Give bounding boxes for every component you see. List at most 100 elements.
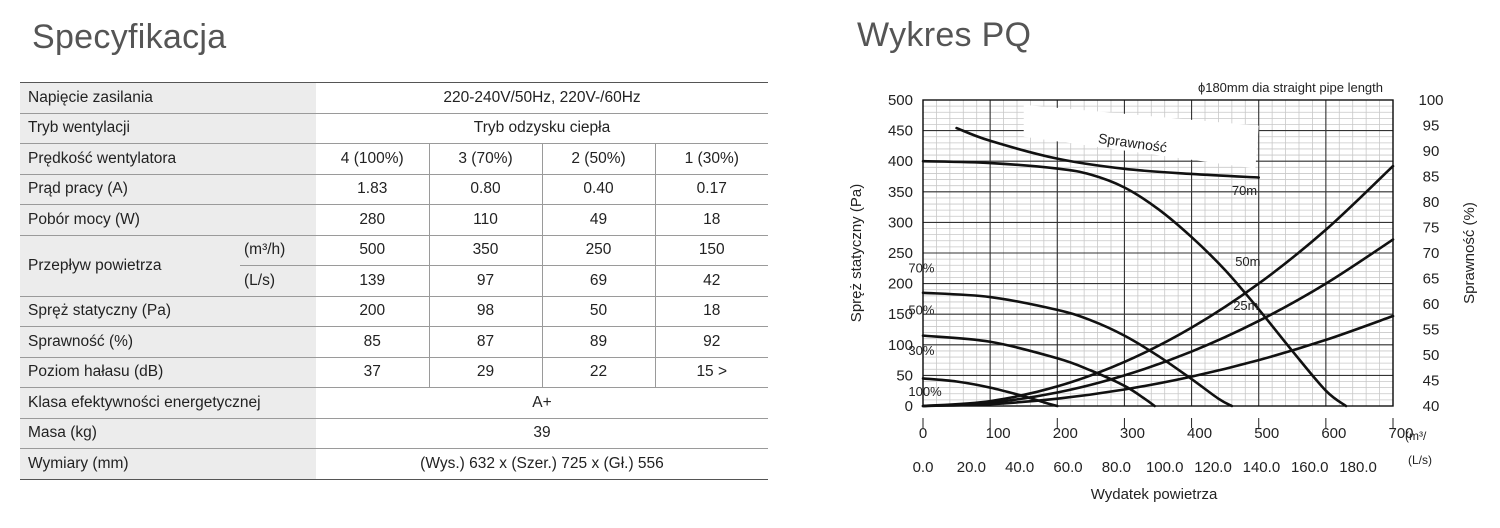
spec-value: (Wys.) 632 x (Szer.) 725 x (Gł.) 556 [316, 448, 768, 480]
spec-value: 49 [541, 204, 655, 236]
spec-value: 97 [428, 265, 542, 297]
series-line-50m [921, 238, 1395, 408]
y2-tick-label: 50 [1423, 347, 1440, 364]
y-tick-label: 100 [888, 337, 913, 354]
x2-tick-label: 0.0 [913, 459, 934, 476]
x-tick-label: 200 [1053, 425, 1078, 442]
x-tick-label: 0 [919, 425, 927, 442]
spec-value: 350 [428, 235, 542, 266]
spec-value: 98 [428, 296, 542, 327]
spec-label: Poziom hałasu (dB) [20, 357, 316, 388]
y-tick-label: 50 [896, 367, 913, 384]
spec-value: 89 [541, 326, 655, 358]
x2-tick-label: 80.0 [1102, 459, 1131, 476]
y2-tick-label: 80 [1423, 194, 1440, 211]
y2-tick-label: 60 [1423, 296, 1440, 313]
y2-tick-label: 75 [1423, 220, 1440, 237]
spec-label: Prędkość wentylatora [20, 143, 316, 175]
spec-title: Specyfikacja [32, 18, 227, 56]
spec-value: 150 [654, 235, 768, 266]
series-line-70 [921, 291, 1234, 408]
x2-tick-label: 160.0 [1291, 459, 1329, 476]
x-tick-label: 500 [1254, 425, 1279, 442]
spec-unit: (m³/h) [240, 235, 316, 266]
spec-label: Masa (kg) [20, 418, 316, 449]
chart-title: Wykres PQ [857, 16, 1032, 54]
y2-tick-label: 70 [1423, 245, 1440, 262]
annotation-box [1023, 104, 1259, 169]
spec-row-wymiary: Wymiary (mm) (Wys.) 632 x (Szer.) 725 x … [20, 448, 768, 480]
spec-value: 0.80 [428, 174, 542, 205]
spec-value: 110 [428, 204, 542, 236]
spec-value: 50 [541, 296, 655, 327]
spec-row-przeplyw-ls: (L/s) 139 97 69 42 [20, 265, 768, 297]
spec-row-klasa: Klasa efektywności energetycznej A+ [20, 387, 768, 419]
spec-table: Napięcie zasilania 220-240V/50Hz, 220V-/… [20, 82, 768, 480]
spec-label: Napięcie zasilania [20, 82, 316, 114]
y-tick-label: 150 [888, 306, 913, 323]
series-label-70: 70% [908, 260, 934, 275]
pq-chart: 0 50 100 150 200 250 300 350 400 450 500 40 45 50 55 60… [848, 80, 1478, 503]
spec-value: 22 [541, 357, 655, 388]
series-label-25m: 25m [1233, 298, 1258, 313]
spec-value: 29 [428, 357, 542, 388]
spec-value: 18 [654, 204, 768, 236]
spec-row-predkosc: Prędkość wentylatora 4 (100%) 3 (70%) 2 … [20, 143, 768, 175]
x2-tick-label: 20.0 [957, 459, 986, 476]
spec-value: 0.40 [541, 174, 655, 205]
x2-tick-label: 180.0 [1339, 459, 1377, 476]
y-tick-label: 350 [888, 184, 913, 201]
spec-value: 39 [316, 418, 768, 449]
spec-value: 4 (100%) [316, 143, 429, 175]
spec-value: 85 [316, 326, 429, 358]
header-note: ϕ180mm dia straight pipe length [1198, 80, 1383, 95]
spec-row-tryb: Tryb wentylacji Tryb odzysku ciepła [20, 113, 768, 144]
x2-tick-label: 100.0 [1146, 459, 1184, 476]
y-tick-label: 200 [888, 276, 913, 293]
spec-value: 220-240V/50Hz, 220V-/60Hz [316, 82, 768, 114]
spec-value: 37 [316, 357, 429, 388]
series-line-sprawno [955, 126, 1261, 179]
y2-tick-label: 85 [1423, 169, 1440, 186]
x-tick-label: 600 [1321, 425, 1346, 442]
spec-label: Sprawność (%) [20, 326, 316, 358]
spec-row-spreaz: Spręż statyczny (Pa) 200 98 50 18 [20, 296, 768, 327]
series-line-100 [921, 159, 1348, 408]
x-tick-label: 100 [986, 425, 1011, 442]
spec-label: Prąd pracy (A) [20, 174, 316, 205]
series-line-50 [921, 334, 1156, 408]
y2-axis-title: Sprawność (%) [1461, 202, 1478, 304]
spec-label: Przepływ powietrza [20, 235, 240, 297]
spec-value: 87 [428, 326, 542, 358]
x-tick-label: 700 [1388, 425, 1413, 442]
y-tick-label: 500 [888, 92, 913, 109]
spec-row-napiecie: Napięcie zasilania 220-240V/50Hz, 220V-/… [20, 82, 768, 114]
series-line-30 [921, 377, 1059, 408]
spec-value: 139 [316, 265, 429, 297]
series-label-70m: 70m [1232, 183, 1257, 198]
x-unit-label: (m³/ [1405, 429, 1427, 443]
y2-tick-label: 100 [1418, 92, 1443, 109]
y-tick-label: 0 [905, 398, 913, 415]
series-label-50: 50% [908, 302, 934, 317]
x2-tick-label: 140.0 [1243, 459, 1281, 476]
spec-value: 500 [316, 235, 429, 266]
plot-frame [922, 99, 1394, 407]
spec-value: 0.17 [654, 174, 768, 205]
spec-value: 15 > [654, 357, 768, 388]
spec-value: 69 [541, 265, 655, 297]
series-label-50m: 50m [1235, 254, 1260, 269]
spec-row-pobor: Pobór mocy (W) 280 110 49 18 [20, 204, 768, 236]
series-line-70m [921, 164, 1395, 408]
spec-row-sprawnosc: Sprawność (%) 85 87 89 92 [20, 326, 768, 358]
y2-tick-label: 55 [1423, 322, 1440, 339]
spec-row-masa: Masa (kg) 39 [20, 418, 768, 449]
spec-value: 18 [654, 296, 768, 327]
spec-label: Pobór mocy (W) [20, 204, 316, 236]
spec-row-prad: Prąd pracy (A) 1.83 0.80 0.40 0.17 [20, 174, 768, 205]
spec-value: 1 (30%) [654, 143, 768, 175]
y-axis-title: Spręż statyczny (Pa) [848, 184, 865, 322]
spec-label: Klasa efektywności energetycznej [20, 387, 316, 419]
spec-label: Spręż statyczny (Pa) [20, 296, 316, 327]
series-label-30: 30% [908, 343, 934, 358]
